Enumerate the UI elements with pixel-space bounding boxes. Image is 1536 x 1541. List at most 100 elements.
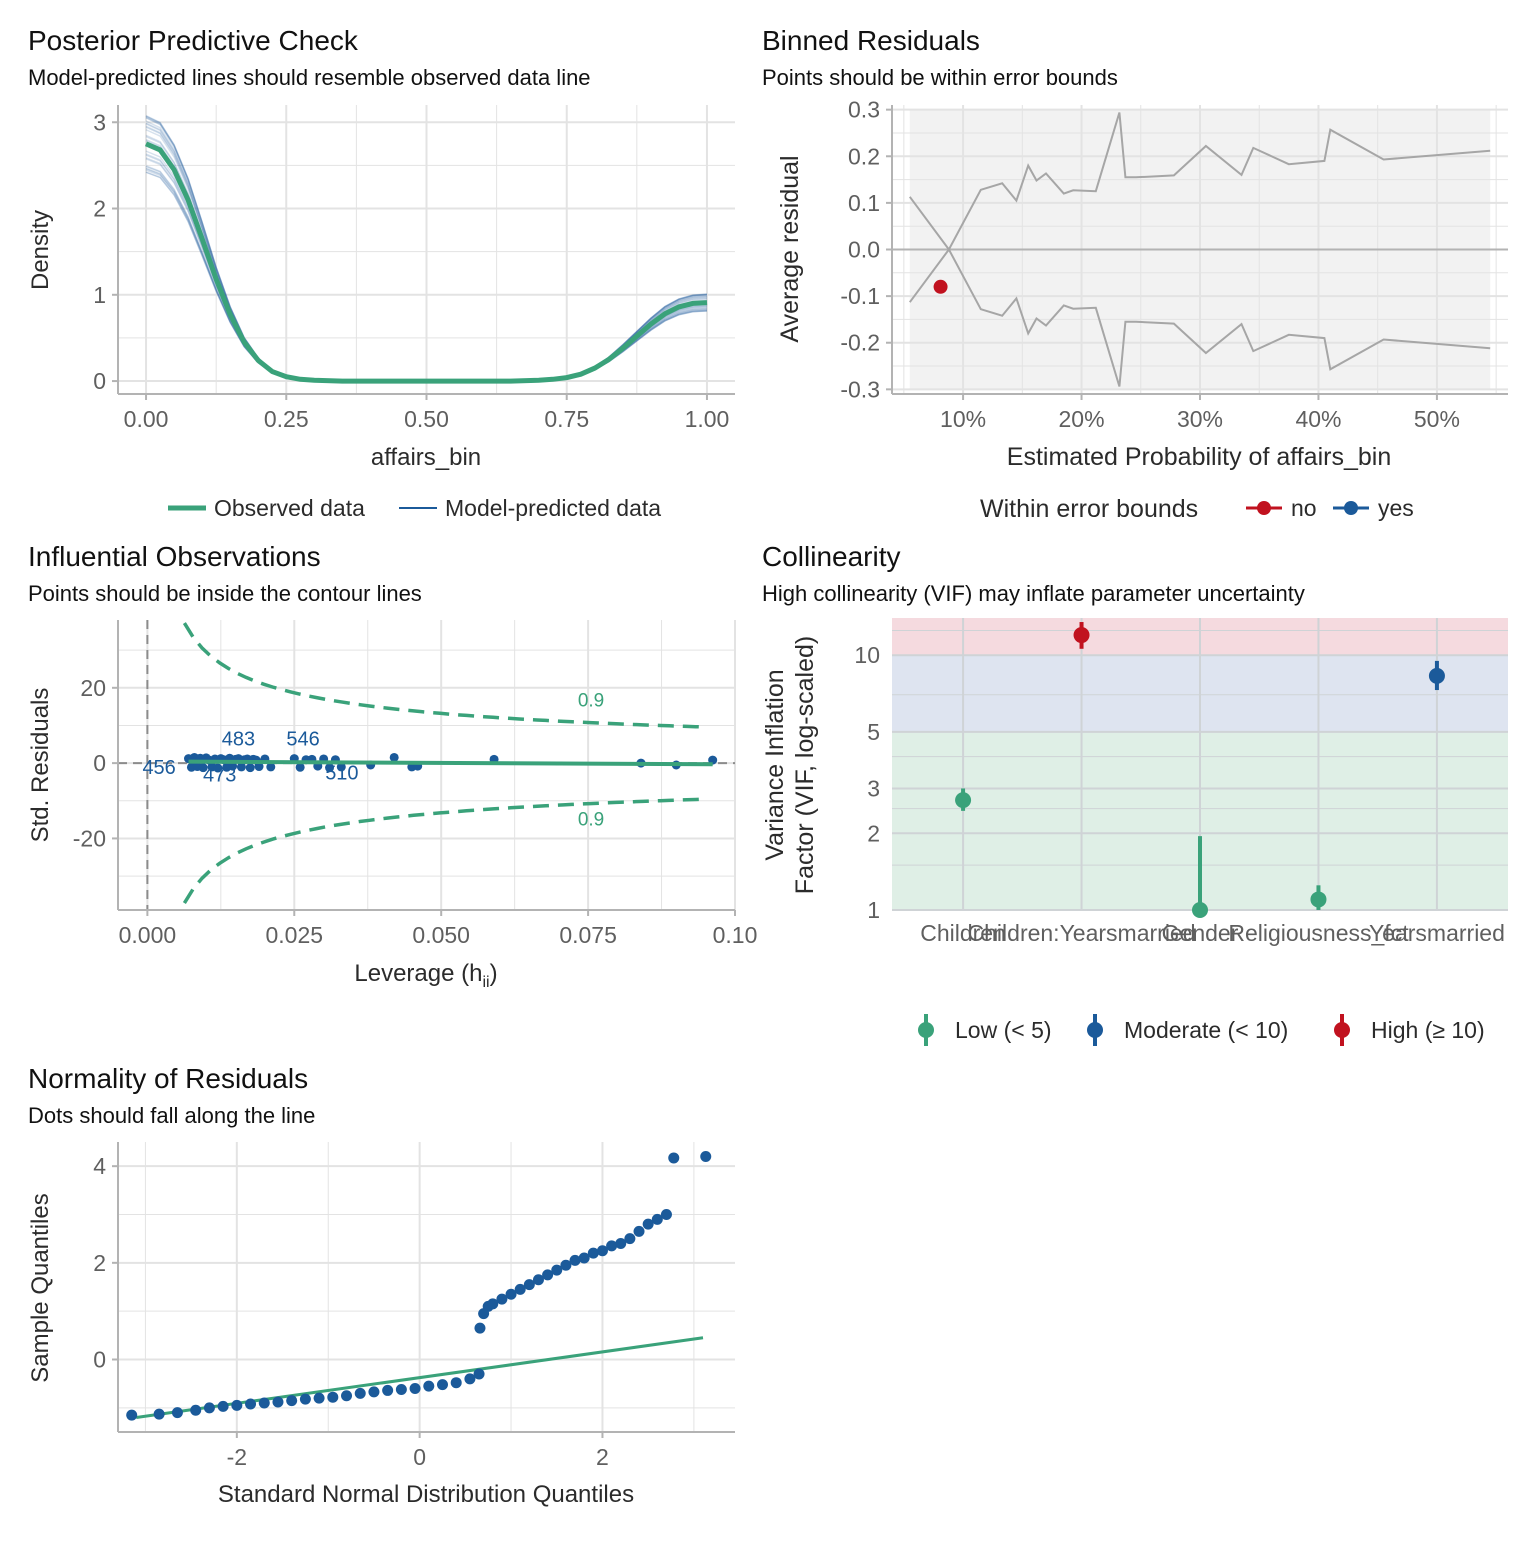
ppc-x-tick-label-0: 0.00 [124, 406, 169, 432]
binned-legend-yes-key-dot [1344, 501, 1358, 515]
qq-point-13 [327, 1391, 339, 1403]
collinearity-title: Collinearity [762, 541, 901, 572]
collinearity-subtitle: High collinearity (VIF) may inflate para… [762, 581, 1305, 606]
influential-xlabel-subscript: ii [482, 974, 489, 991]
binned-error-bound-lines [892, 112, 1508, 387]
influential-point-21 [245, 763, 255, 773]
collinearity-legend-key-dot-1 [1087, 1022, 1103, 1038]
qq-gridlines [118, 1142, 735, 1432]
ppc-xlabel: affairs_bin [371, 444, 481, 471]
qq-point-10 [286, 1395, 298, 1407]
ppc-axes: 0.00 0.25 0.50 0.75 1.00 0 1 2 3 [93, 105, 735, 432]
qq-title: Normality of Residuals [28, 1063, 308, 1094]
qq-point-42 [615, 1238, 627, 1249]
qq-point-35 [551, 1264, 563, 1276]
influential-x-tick-label-3: 0.075 [559, 922, 617, 948]
qq-point-45 [642, 1218, 654, 1230]
influential-y-tick-label-1: 0 [93, 750, 106, 776]
qq-point-3 [190, 1404, 202, 1416]
qq-reference-line [136, 1336, 704, 1419]
ppc-subtitle: Model-predicted lines should resemble ob… [28, 65, 591, 90]
influential-point-35 [336, 762, 346, 772]
qq-point-4 [203, 1402, 215, 1414]
ppc-y-tick-label-2: 2 [93, 196, 106, 222]
influential-x-tick-label-1: 0.025 [266, 922, 324, 948]
binned-points [933, 279, 948, 294]
ppc-x-tick-label-3: 0.75 [544, 406, 589, 432]
binned-x-tick-label-1: 20% [1059, 406, 1105, 432]
qq-point-34 [542, 1269, 554, 1281]
qq-point-39 [587, 1247, 599, 1259]
collinearity-y-tick-label-3: 5 [867, 719, 880, 745]
collinearity-x-tick-label-4: Yearsmarried [1369, 920, 1505, 946]
ppc-legend: Observed data Model-predicted data [168, 495, 661, 521]
binned-x-tick-label-3: 40% [1295, 406, 1341, 432]
ppc-x-tick-label-4: 1.00 [685, 406, 730, 432]
collinearity-point-4 [1428, 667, 1445, 684]
ppc-title: Posterior Predictive Check [28, 25, 359, 56]
influential-point-37 [389, 752, 399, 762]
influential-lower-contour-label: 0.9 [578, 810, 604, 831]
binned-ylabel: Average residual [776, 155, 804, 342]
collinearity-legend-label-0: Low (< 5) [955, 1017, 1052, 1043]
influential-y-tick-label-2: 20 [80, 675, 106, 701]
influential-point-28 [295, 762, 305, 772]
influential-point-33 [325, 763, 335, 773]
qq-y-tick-label-2: 4 [93, 1153, 106, 1179]
ppc-legend-predicted-label: Model-predicted data [445, 495, 661, 521]
influential-point-label-4: 510 [325, 763, 358, 785]
qq-point-7 [245, 1398, 257, 1410]
ppc-x-tick-label-2: 0.50 [404, 406, 449, 432]
collinearity-points [955, 622, 1445, 918]
qq-point-15 [354, 1387, 366, 1399]
qq-axes: -2 0 2 0 2 4 [93, 1142, 735, 1470]
binned-y-tick-label-4: 0.1 [848, 190, 880, 216]
binned-axes: 10% 20% 30% 40% 50% -0.3 -0.2 -0.1 0.0 0.1 0.2 0.3 [840, 97, 1508, 432]
collinearity-x-tick-label-3: Religiousness_fct [1228, 920, 1409, 946]
binned-xlabel: Estimated Probability of affairs_bin [1007, 443, 1391, 471]
binned-x-tick-label-4: 50% [1414, 406, 1460, 432]
binned-y-tick-label-2: -0.1 [840, 283, 880, 309]
collinearity-legend-key-dot-0 [918, 1022, 934, 1038]
qq-point-23 [464, 1373, 476, 1385]
influential-upper-contour-label: 0.9 [578, 691, 604, 712]
qq-point-19 [409, 1383, 421, 1394]
influential-xlabel-suffix: ) [490, 960, 498, 987]
collinearity-x-tick-label-0: Children [920, 920, 1006, 946]
qq-point-36 [560, 1259, 572, 1271]
influential-fit-line [188, 759, 713, 767]
qq-x-tick-label-0: -2 [227, 1444, 247, 1470]
qq-point-14 [341, 1390, 353, 1402]
binned-lower-bound [908, 247, 1491, 387]
influential-points [184, 752, 718, 773]
influential-point-label-1: 546 [286, 729, 319, 751]
influential-ylabel: Std. Residuals [27, 688, 54, 843]
influential-point-label-3: 473 [203, 764, 236, 786]
collinearity-x-tick-label-2: Gender [1162, 920, 1239, 946]
binned-point-0 [933, 279, 948, 294]
qq-point-21 [436, 1379, 448, 1391]
collinearity-point-0 [955, 792, 972, 809]
ppc-y-tick-label-3: 3 [93, 109, 106, 135]
influential-x-tick-label-2: 0.050 [412, 922, 470, 948]
qq-point-25 [474, 1322, 486, 1334]
qq-point-31 [514, 1283, 526, 1295]
panel-collinearity: Collinearity High collinearity (VIF) may… [761, 541, 1508, 1046]
qq-point-20 [423, 1380, 435, 1392]
binned-y-tick-label-6: 0.3 [848, 97, 880, 123]
qq-point-29 [496, 1293, 508, 1305]
qq-point-30 [505, 1288, 517, 1300]
qq-point-16 [368, 1386, 380, 1398]
collinearity-point-1 [1073, 627, 1090, 644]
qq-points [126, 1151, 712, 1421]
qq-point-47 [660, 1209, 672, 1220]
qq-subtitle: Dots should fall along the line [28, 1103, 315, 1128]
influential-point-18 [236, 762, 246, 772]
influential-lower-contour [182, 797, 705, 905]
qq-xlabel: Standard Normal Distribution Quantiles [218, 1481, 634, 1508]
influential-axes: 0.000 0.025 0.050 0.075 0.10 -20 0 20 [73, 620, 757, 948]
ppc-y-tick-label-0: 0 [93, 368, 106, 394]
collinearity-axes: 1 2 3 5 10 ChildrenChildren:YearsmarriedGende… [854, 642, 1504, 946]
